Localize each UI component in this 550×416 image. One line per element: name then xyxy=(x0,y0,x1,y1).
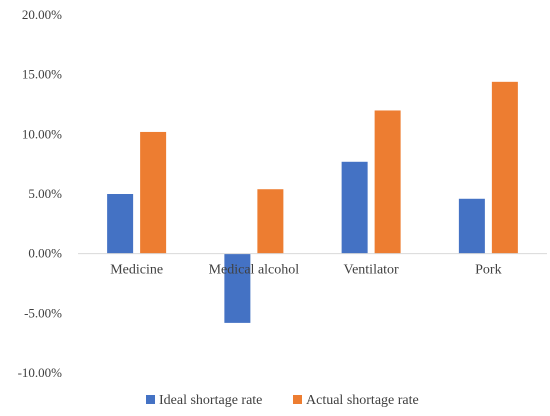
y-axis-tick-labels: -10.00% -5.00% 0.00% 5.00% 10.00% 15.00% 20.00… xyxy=(18,7,63,380)
y-tick-label: 15.00% xyxy=(22,67,62,82)
y-tick-label: 10.00% xyxy=(22,126,62,141)
bars xyxy=(107,81,518,323)
bar-actual-medical-alcohol xyxy=(257,189,284,254)
y-tick-label: 20.00% xyxy=(22,7,62,22)
bar-ideal-ventilator xyxy=(341,161,368,254)
bar-ideal-medical-alcohol xyxy=(224,253,251,323)
legend-label: Actual shortage rate xyxy=(306,393,419,408)
category-label: Medicine xyxy=(110,263,163,278)
bar-actual-medicine xyxy=(140,131,167,254)
y-tick-label: -5.00% xyxy=(24,305,62,320)
legend: Ideal shortage rate Actual shortage rate xyxy=(146,393,419,408)
category-label: Medical alcohol xyxy=(209,263,300,278)
bar-ideal-pork xyxy=(458,198,485,254)
category-label: Pork xyxy=(475,263,501,278)
legend-swatch xyxy=(293,395,302,404)
bar-actual-pork xyxy=(491,81,518,254)
legend-label: Ideal shortage rate xyxy=(159,393,262,408)
category-label: Ventilator xyxy=(344,263,400,278)
category-labels: Medicine Medical alcohol Ventilator Pork xyxy=(110,263,501,278)
y-tick-label: -10.00% xyxy=(18,365,63,380)
legend-swatch xyxy=(146,395,155,404)
y-tick-label: 0.00% xyxy=(28,246,62,261)
bar-actual-ventilator xyxy=(374,110,401,254)
y-tick-label: 5.00% xyxy=(28,186,62,201)
bar-ideal-medicine xyxy=(107,194,134,254)
